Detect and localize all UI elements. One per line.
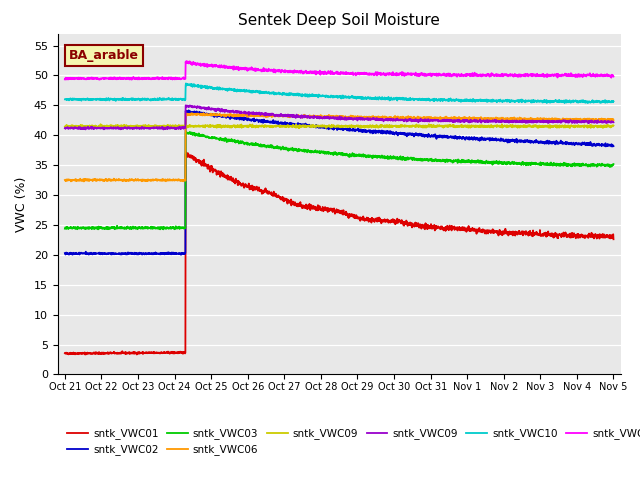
Y-axis label: VWC (%): VWC (%) (15, 176, 28, 232)
Title: Sentek Deep Soil Moisture: Sentek Deep Soil Moisture (238, 13, 440, 28)
Text: BA_arable: BA_arable (69, 49, 139, 62)
Legend: sntk_VWC01, sntk_VWC02, sntk_VWC03, sntk_VWC06, sntk_VWC09, sntk_VWC09, sntk_VWC: sntk_VWC01, sntk_VWC02, sntk_VWC03, sntk… (63, 424, 640, 459)
